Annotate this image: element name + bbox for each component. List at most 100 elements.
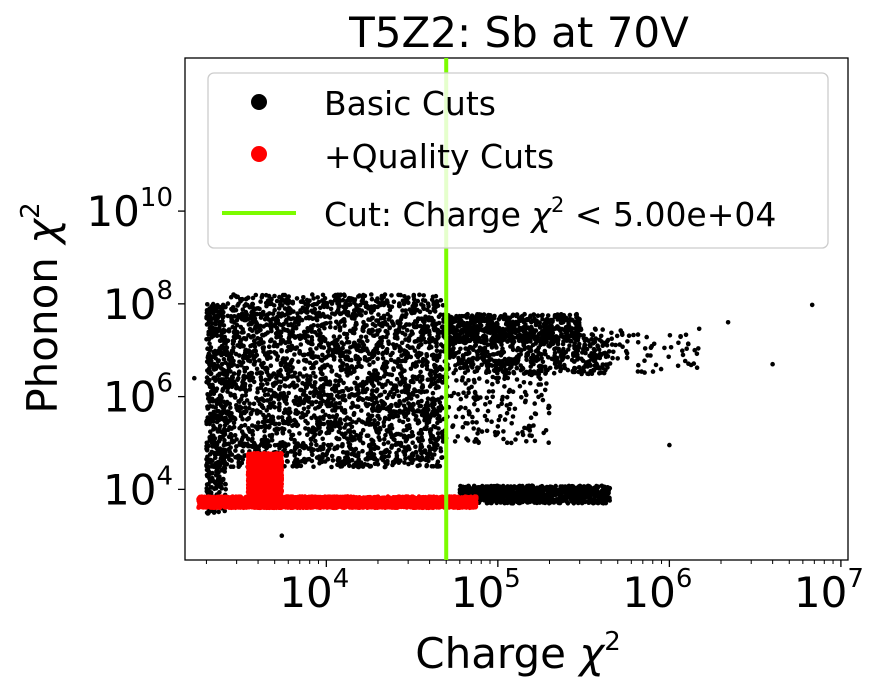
basic-cuts-point bbox=[303, 357, 309, 363]
basic-cuts-point bbox=[593, 336, 599, 341]
basic-cuts-point bbox=[385, 311, 391, 317]
basic-cuts-point bbox=[251, 379, 257, 385]
basic-cuts-point bbox=[221, 443, 227, 448]
basic-cuts-point bbox=[381, 419, 387, 425]
basic-cuts-point bbox=[333, 325, 338, 331]
basic-cuts-point bbox=[348, 386, 354, 392]
basic-cuts-point bbox=[617, 342, 622, 347]
basic-cuts-point bbox=[547, 365, 553, 371]
basic-cuts-point bbox=[378, 392, 384, 398]
basic-cuts-point bbox=[396, 447, 402, 453]
basic-cuts-point bbox=[218, 481, 224, 486]
basic-cuts-point bbox=[217, 434, 223, 440]
basic-cuts-point bbox=[429, 318, 435, 323]
basic-cuts-point bbox=[243, 393, 248, 398]
basic-cuts-point bbox=[216, 509, 221, 515]
basic-cuts-point bbox=[321, 304, 327, 310]
basic-cuts-point bbox=[334, 319, 339, 325]
basic-cuts-point bbox=[344, 331, 350, 337]
basic-cuts-point bbox=[240, 327, 245, 332]
basic-cuts-point bbox=[427, 336, 432, 342]
basic-cuts-point bbox=[384, 364, 389, 370]
basic-cuts-point bbox=[438, 446, 443, 451]
basic-cuts-point bbox=[402, 294, 407, 299]
basic-cuts-point bbox=[352, 369, 357, 374]
basic-cuts-point bbox=[495, 321, 500, 327]
basic-cuts-point bbox=[272, 340, 277, 345]
basic-cuts-point bbox=[351, 412, 357, 418]
basic-cuts-point bbox=[383, 464, 388, 469]
basic-cuts-point bbox=[369, 413, 375, 419]
basic-cuts-point bbox=[262, 419, 267, 424]
basic-cuts-point bbox=[391, 436, 396, 442]
basic-cuts-point bbox=[311, 464, 316, 470]
basic-cuts-point bbox=[479, 316, 484, 321]
basic-cuts-point bbox=[210, 475, 215, 481]
basic-cuts-point bbox=[265, 381, 270, 386]
basic-cuts-point bbox=[515, 333, 521, 339]
basic-cuts-point bbox=[374, 429, 379, 434]
basic-cuts-point bbox=[210, 354, 216, 359]
basic-cuts-point bbox=[520, 313, 525, 319]
basic-cuts-point bbox=[204, 440, 210, 446]
basic-cuts-point bbox=[251, 401, 257, 407]
basic-cuts-point bbox=[320, 334, 326, 340]
basic-cuts-point bbox=[240, 359, 246, 365]
basic-cuts-point bbox=[642, 346, 648, 351]
basic-cuts-point bbox=[266, 425, 272, 430]
basic-cuts-point bbox=[358, 438, 363, 443]
basic-cuts-point bbox=[210, 384, 216, 390]
basic-cuts-point bbox=[228, 294, 234, 300]
basic-cuts-point bbox=[379, 398, 384, 404]
basic-cuts-point bbox=[208, 371, 214, 376]
basic-cuts-point bbox=[206, 416, 212, 422]
basic-cuts-point bbox=[285, 450, 290, 456]
basic-cuts-point bbox=[457, 332, 463, 337]
basic-cuts-point bbox=[497, 351, 503, 357]
basic-cuts-point bbox=[649, 343, 654, 349]
basic-cuts-point bbox=[242, 381, 248, 387]
basic-cuts-point bbox=[358, 334, 364, 340]
basic-cuts-point bbox=[314, 455, 320, 460]
basic-cuts-point bbox=[284, 348, 290, 354]
basic-cuts-point bbox=[431, 302, 437, 308]
basic-cuts-point bbox=[362, 293, 368, 299]
basic-cuts-point bbox=[229, 452, 235, 457]
basic-cuts-point bbox=[265, 442, 270, 448]
basic-cuts-point bbox=[309, 338, 315, 343]
basic-cuts-point bbox=[484, 318, 490, 324]
basic-cuts-point bbox=[356, 360, 361, 366]
basic-cuts-point bbox=[275, 317, 281, 323]
basic-cuts-point bbox=[261, 324, 267, 329]
basic-cuts-point bbox=[325, 456, 331, 462]
basic-cuts-point bbox=[421, 449, 426, 455]
basic-cuts-point bbox=[398, 292, 403, 298]
basic-cuts-point bbox=[415, 323, 420, 329]
basic-cuts-point bbox=[318, 305, 323, 311]
basic-cuts-point bbox=[405, 417, 411, 423]
basic-cuts-point bbox=[325, 304, 330, 310]
basic-cuts-point bbox=[222, 427, 227, 433]
basic-cuts-point bbox=[307, 429, 312, 434]
basic-cuts-point bbox=[385, 458, 390, 464]
basic-cuts-point bbox=[293, 451, 298, 457]
basic-cuts-point bbox=[358, 435, 363, 440]
basic-cuts-point bbox=[380, 356, 386, 361]
basic-cuts-point bbox=[380, 344, 385, 350]
basic-cuts-point bbox=[351, 312, 356, 317]
basic-cuts-point bbox=[327, 381, 333, 387]
basic-cuts-point bbox=[370, 315, 375, 321]
basic-cuts-point bbox=[370, 377, 376, 383]
basic-cuts-point bbox=[326, 425, 331, 431]
basic-cuts-point bbox=[432, 362, 437, 368]
basic-cuts-point bbox=[320, 352, 325, 358]
basic-cuts-point bbox=[402, 411, 408, 417]
basic-cuts-point bbox=[302, 309, 308, 314]
basic-cuts-point bbox=[236, 460, 241, 465]
basic-cuts-point bbox=[540, 359, 546, 365]
basic-cuts-point bbox=[240, 355, 246, 361]
basic-cuts-point bbox=[554, 325, 560, 331]
basic-cuts-point bbox=[382, 389, 388, 395]
basic-cuts-point bbox=[402, 460, 407, 465]
basic-cuts-point bbox=[372, 368, 377, 373]
